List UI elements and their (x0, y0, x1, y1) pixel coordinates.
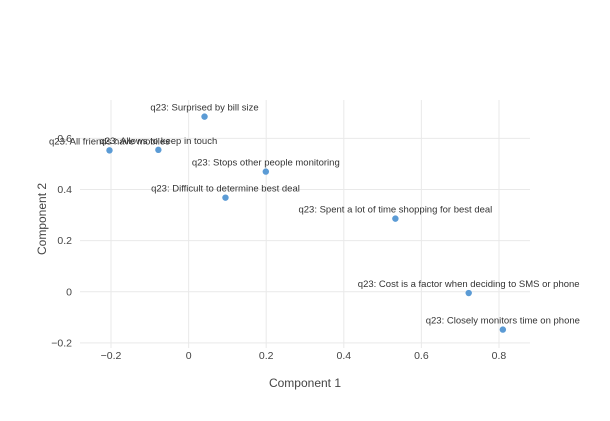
data-point (201, 113, 208, 120)
data-point (392, 215, 399, 222)
y-axis-title: Component 2 (35, 183, 49, 255)
point-labels: q23: Surprised by bill size q23: All frie… (49, 103, 580, 327)
point-label: q23: Cost is a factor when deciding to S… (358, 279, 580, 290)
point-label: q23: All friends have mobiles (49, 136, 170, 147)
x-tick-label: 0.8 (492, 350, 507, 362)
data-point (155, 146, 162, 154)
y-axis-ticks: −0.2 0 0.2 0.4 0.6 (51, 133, 72, 350)
x-axis-title: Component 1 (269, 376, 341, 390)
data-point (222, 194, 229, 201)
data-point (262, 168, 270, 175)
data-point (499, 326, 507, 333)
x-axis-ticks: −0.2 0 0.2 0.4 0.6 0.8 (101, 350, 507, 362)
point-label: q23: Allows to keep in touch (99, 136, 217, 147)
point-label: q23: Difficult to determine best deal (151, 184, 300, 195)
grid (80, 100, 530, 348)
x-tick-label: 0.2 (259, 350, 274, 362)
x-tick-label: −0.2 (101, 350, 122, 362)
data-point (465, 289, 472, 297)
y-tick-label: 0 (66, 286, 72, 298)
data-point (106, 147, 113, 154)
y-tick-label: 0.2 (57, 235, 72, 247)
y-tick-label: −0.2 (51, 337, 72, 349)
y-tick-label: 0.4 (57, 184, 72, 196)
point-label: q23: Surprised by bill size (150, 103, 258, 114)
x-tick-label: 0.6 (414, 350, 429, 362)
point-label: q23: Stops other people monitoring (192, 158, 340, 169)
point-label: q23: Closely monitors time on phone (426, 316, 580, 327)
x-tick-label: 0 (186, 350, 192, 362)
y-tick-label: 0.6 (57, 133, 72, 145)
x-tick-label: 0.4 (336, 350, 351, 362)
data-points (106, 113, 507, 333)
point-label: q23: Spent a lot of time shopping for be… (298, 205, 492, 216)
